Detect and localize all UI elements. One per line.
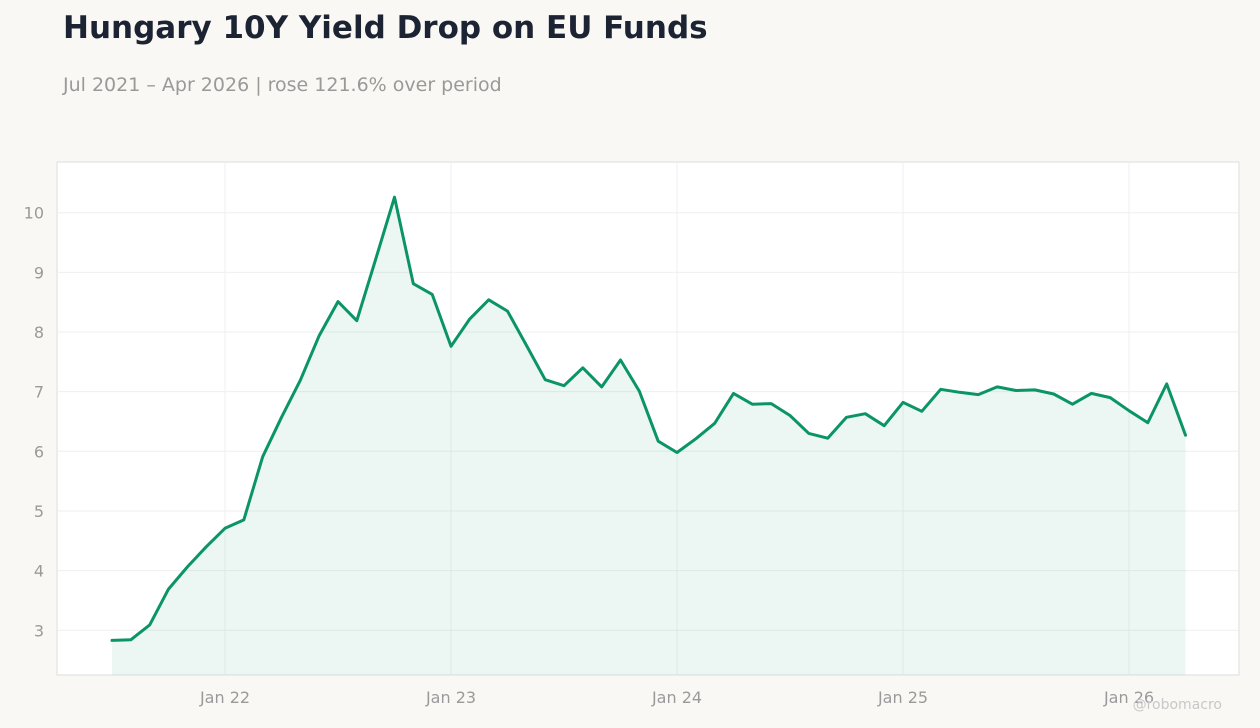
x-tick-label: Jan 25: [877, 688, 928, 707]
x-tick-label: Jan 22: [199, 688, 250, 707]
y-tick-label: 6: [34, 442, 44, 461]
x-tick-label: Jan 24: [651, 688, 702, 707]
watermark: @robomacro: [1132, 697, 1222, 713]
y-tick-label: 8: [34, 323, 44, 342]
series-area-fill: [112, 197, 1186, 675]
y-tick-label: 10: [24, 204, 44, 223]
y-tick-label: 9: [34, 263, 44, 282]
x-tick-label: Jan 23: [425, 688, 476, 707]
y-tick-label: 4: [34, 562, 44, 581]
chart-subtitle: Jul 2021 – Apr 2026 | rose 121.6% over p…: [63, 74, 502, 96]
series-line-layer: [110, 195, 1187, 642]
series-line: [110, 195, 1187, 642]
x-tick-label: Jan 26: [1103, 688, 1154, 707]
y-tick-label: 3: [34, 621, 44, 640]
x-tick-labels: Jan 22 Jan 23 Jan 24 Jan 25 Jan 26: [199, 688, 1154, 707]
y-tick-labels: 3 4 5 6 7 8 9 10: [24, 204, 44, 641]
y-tick-label: 5: [34, 502, 44, 521]
y-tick-label: 7: [34, 383, 44, 402]
area-fill-layer: [112, 197, 1186, 675]
chart-title: Hungary 10Y Yield Drop on EU Funds: [63, 10, 708, 46]
plot-background: [56, 161, 1240, 676]
